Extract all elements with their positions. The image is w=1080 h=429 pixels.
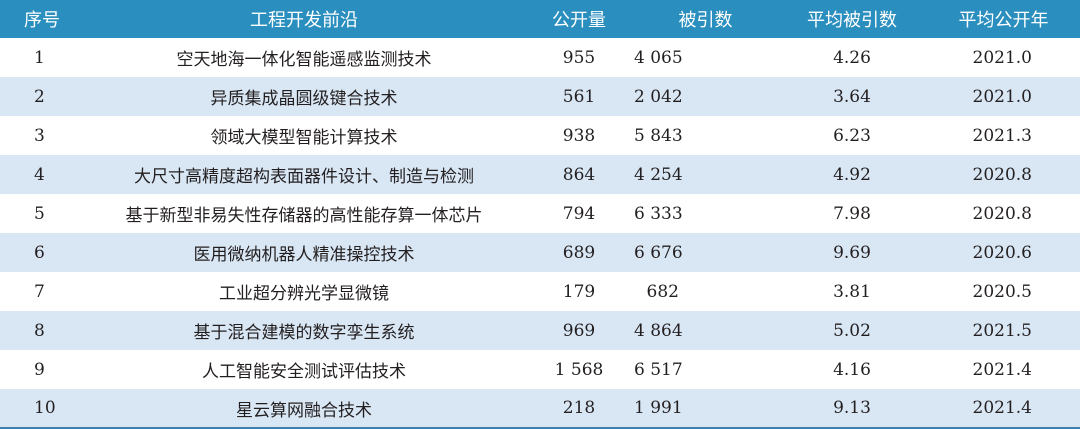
cell-citations: 5 843: [634, 125, 683, 146]
table-row: 1 空天地海一体化智能遥感监测技术 955 4 065 4.26 2021.0: [0, 38, 1080, 77]
cell-index: 10: [0, 389, 84, 429]
header-avg-pub-year: 平均公开年: [958, 10, 1049, 31]
cell-citations: 6 333: [634, 203, 683, 224]
cell-index: 7: [34, 281, 45, 302]
cell-avg-citations: 6.23: [833, 125, 871, 146]
cell-publications: 561: [562, 86, 596, 107]
cell-frontier: 基于混合建模的数字孪生系统: [193, 323, 415, 343]
cell-avg-pub-year: 2020.8: [972, 203, 1032, 224]
cell-avg-citations: 3.81: [833, 281, 871, 302]
cell-publications: 794: [562, 203, 596, 224]
cell-citations: 682: [646, 281, 679, 302]
cell-publications: 864: [562, 164, 596, 185]
cell-publications: 955: [562, 47, 596, 68]
cell-citations: 2 042: [634, 86, 683, 107]
cell-avg-pub-year: 2021.4: [927, 389, 1080, 429]
table-row: 2 异质集成晶圆级键合技术 561 2 042 3.64 2021.0: [0, 77, 1080, 116]
cell-publications: 689: [562, 242, 596, 263]
cell-citations: 4 065: [634, 47, 683, 68]
cell-publications: 969: [562, 320, 596, 341]
cell-index: 2: [34, 86, 45, 107]
cell-avg-citations: 5.02: [833, 320, 871, 341]
cell-frontier: 基于新型非易失性存储器的高性能存算一体芯片: [125, 206, 483, 226]
cell-frontier: 大尺寸高精度超构表面器件设计、制造与检测: [134, 167, 474, 187]
cell-avg-citations: 9.13: [777, 389, 927, 429]
cell-avg-citations: 4.16: [833, 359, 871, 380]
cell-index: 8: [34, 320, 45, 341]
table-row: 10 星云算网融合技术 218 1 991 9.13 2021.4: [0, 389, 1080, 429]
header-index: 序号: [24, 10, 60, 31]
cell-index: 3: [34, 125, 45, 146]
table-row: 3 领域大模型智能计算技术 938 5 843 6.23 2021.3: [0, 116, 1080, 155]
cell-index: 4: [34, 164, 45, 185]
cell-citations: 6 676: [634, 242, 683, 263]
cell-frontier: 工业超分辨光学显微镜: [219, 284, 389, 304]
table-row: 5 基于新型非易失性存储器的高性能存算一体芯片 794 6 333 7.98 2…: [0, 194, 1080, 233]
table-row: 8 基于混合建模的数字孪生系统 969 4 864 5.02 2021.5: [0, 311, 1080, 350]
cell-frontier: 空天地海一体化智能遥感监测技术: [176, 50, 432, 70]
cell-avg-citations: 4.26: [833, 47, 871, 68]
cell-frontier: 领域大模型智能计算技术: [210, 128, 398, 148]
table-row: 4 大尺寸高精度超构表面器件设计、制造与检测 864 4 254 4.92 20…: [0, 155, 1080, 194]
cell-index: 9: [34, 359, 45, 380]
cell-avg-citations: 4.92: [833, 164, 871, 185]
cell-frontier: 星云算网融合技术: [84, 389, 524, 429]
cell-frontier: 人工智能安全测试评估技术: [202, 362, 406, 382]
cell-avg-pub-year: 2021.3: [972, 125, 1032, 146]
cell-frontier: 医用微纳机器人精准操控技术: [193, 245, 415, 265]
cell-citations: 4 254: [634, 164, 683, 185]
cell-avg-pub-year: 2020.6: [972, 242, 1032, 263]
cell-index: 1: [34, 47, 45, 68]
cell-publications: 1 568: [554, 359, 604, 380]
header-citations: 被引数: [678, 10, 733, 31]
header-avg-citations: 平均被引数: [807, 10, 897, 31]
cell-avg-citations: 7.98: [833, 203, 871, 224]
header-publications: 公开量: [552, 10, 606, 31]
cell-citations: 4 864: [634, 320, 683, 341]
cell-avg-pub-year: 2021.0: [972, 86, 1032, 107]
header-frontier: 工程开发前沿: [250, 10, 358, 31]
cell-frontier: 异质集成晶圆级键合技术: [210, 89, 398, 109]
cell-publications: 218: [524, 389, 634, 429]
cell-avg-pub-year: 2021.4: [972, 359, 1032, 380]
cell-citations: 6 517: [634, 359, 683, 380]
cell-avg-pub-year: 2021.0: [972, 47, 1032, 68]
cell-avg-citations: 3.64: [833, 86, 871, 107]
cell-publications: 938: [562, 125, 596, 146]
table-row: 6 医用微纳机器人精准操控技术 689 6 676 9.69 2020.6: [0, 233, 1080, 272]
cell-avg-pub-year: 2021.5: [972, 320, 1032, 341]
table-row: 9 人工智能安全测试评估技术 1 568 6 517 4.16 2021.4: [0, 350, 1080, 389]
table-header-row: 序号 工程开发前沿 公开量 被引数 平均被引数 平均公开年: [0, 0, 1080, 38]
cell-citations: 1 991: [634, 389, 777, 429]
cell-avg-pub-year: 2020.8: [972, 164, 1032, 185]
cell-index: 5: [34, 203, 45, 224]
cell-avg-pub-year: 2020.5: [972, 281, 1032, 302]
cell-avg-citations: 9.69: [833, 242, 871, 263]
cell-publications: 179: [562, 281, 596, 302]
cell-index: 6: [34, 242, 45, 263]
table-row: 7 工业超分辨光学显微镜 179 682 3.81 2020.5: [0, 272, 1080, 311]
